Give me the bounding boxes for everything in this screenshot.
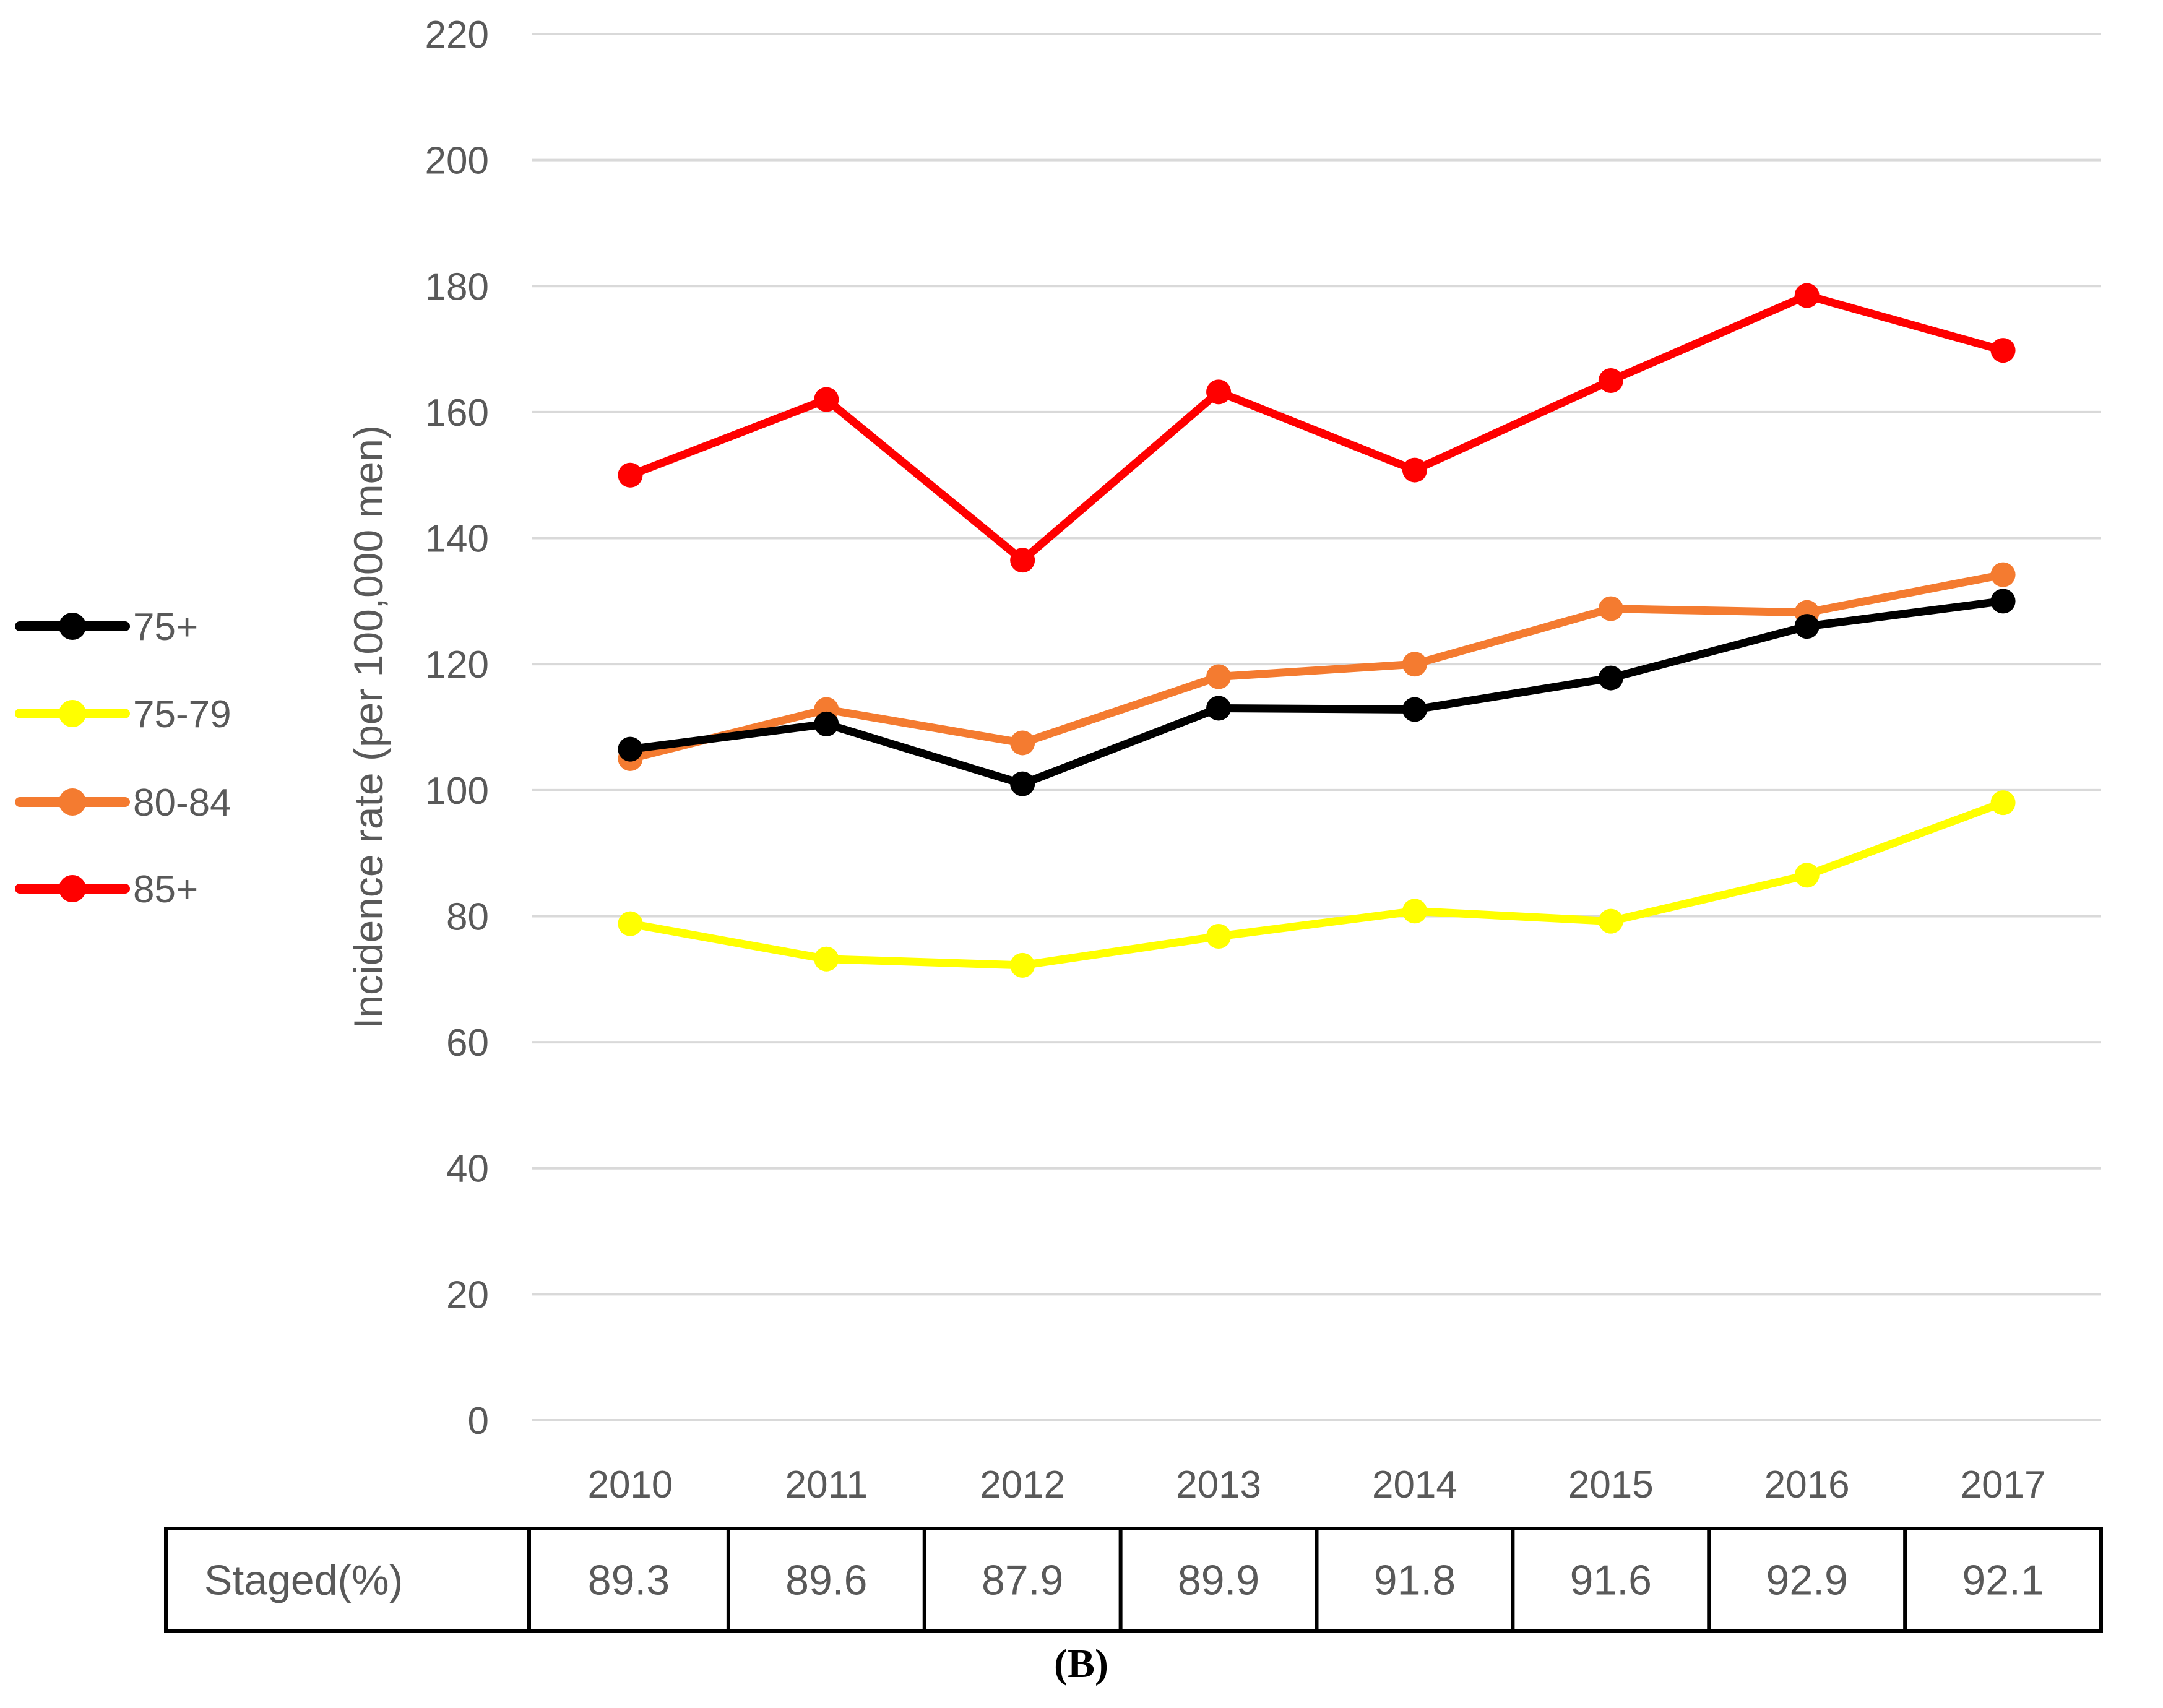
data-point xyxy=(1206,379,1232,405)
x-tick-label: 2014 xyxy=(1372,1464,1457,1506)
x-tick-label: 2012 xyxy=(980,1464,1065,1506)
legend-swatch-marker xyxy=(59,788,86,816)
series-line xyxy=(626,291,2008,564)
legend-label: 75+ xyxy=(133,606,198,649)
series-80-84 xyxy=(618,562,2016,771)
table-row-label: Staged(%) xyxy=(204,1557,403,1604)
data-point xyxy=(1010,771,1035,796)
data-point xyxy=(1402,652,1427,677)
series-75plus xyxy=(618,589,2016,796)
table-border xyxy=(164,1527,2103,1633)
gridlines xyxy=(532,33,2101,1421)
table-cell: 87.9 xyxy=(982,1557,1063,1604)
table-cell: 91.8 xyxy=(1374,1557,1456,1604)
y-tick-label: 200 xyxy=(425,140,489,183)
legend: 75+ 75-79 80-84 85+ xyxy=(15,606,231,911)
data-point xyxy=(1990,562,2016,587)
legend-item: 75+ xyxy=(15,606,198,649)
data-point xyxy=(1010,952,1035,978)
y-tick-label: 80 xyxy=(446,895,489,938)
series-85plus xyxy=(618,283,2016,573)
figure-caption: (B) xyxy=(1054,1641,1108,1686)
x-tick-label: 2015 xyxy=(1568,1464,1654,1506)
data-point xyxy=(1402,899,1427,924)
x-tick-label: 2016 xyxy=(1764,1464,1850,1506)
y-tick-label: 100 xyxy=(425,770,489,813)
data-point xyxy=(1402,457,1427,483)
data-point xyxy=(1598,908,1623,934)
series-75-79 xyxy=(618,790,2016,978)
y-tick-label: 140 xyxy=(425,518,489,561)
data-point xyxy=(1794,614,1820,639)
data-point xyxy=(814,946,839,972)
data-point xyxy=(1598,665,1623,691)
series-line xyxy=(626,798,2008,970)
data-point xyxy=(814,387,839,412)
table-cell: 89.3 xyxy=(588,1557,670,1604)
data-point xyxy=(618,736,643,762)
legend-item: 75-79 xyxy=(15,693,231,736)
legend-swatch-marker xyxy=(59,875,86,902)
y-tick-label: 220 xyxy=(425,14,489,56)
y-tick-label: 160 xyxy=(425,392,489,434)
staged-table: Staged(%) 89.3 89.6 87.9 89.9 91.8 91.6 92.9 92.… xyxy=(164,1527,2103,1633)
data-point xyxy=(814,711,839,736)
x-tick-label: 2017 xyxy=(1961,1464,2046,1506)
x-tick-label: 2010 xyxy=(587,1464,673,1506)
data-point xyxy=(618,462,643,488)
data-point xyxy=(1990,790,2016,816)
data-point xyxy=(1990,338,2016,363)
data-point xyxy=(1010,730,1035,756)
y-tick-label: 0 xyxy=(468,1400,489,1443)
y-tick-label: 20 xyxy=(446,1274,489,1316)
legend-label: 75-79 xyxy=(133,693,231,736)
data-point xyxy=(1206,924,1232,949)
y-axis-label: Incidence rate (per 100,000 men) xyxy=(345,425,391,1029)
legend-swatch-marker xyxy=(59,700,86,727)
data-point xyxy=(1206,696,1232,721)
y-tick-label: 40 xyxy=(446,1148,489,1191)
legend-label: 85+ xyxy=(133,868,198,911)
data-point xyxy=(1402,697,1427,722)
legend-swatch-marker xyxy=(59,613,86,640)
y-axis-ticks: 0 20 40 60 80 100 120 140 160 180 200 220 xyxy=(425,14,489,1443)
data-point xyxy=(1010,548,1035,573)
legend-label: 80-84 xyxy=(133,782,231,824)
table-cell: 89.6 xyxy=(785,1557,867,1604)
table-cell: 91.6 xyxy=(1570,1557,1652,1604)
x-axis-ticks: 2010 2011 2012 2013 2014 2015 2016 2017 xyxy=(587,1464,2045,1506)
x-tick-label: 2011 xyxy=(785,1464,868,1506)
table-cell: 92.1 xyxy=(1962,1557,2044,1604)
data-point xyxy=(1598,596,1623,621)
data-point xyxy=(618,911,643,936)
table-cell: 89.9 xyxy=(1178,1557,1259,1604)
data-point xyxy=(1990,589,2016,614)
y-tick-label: 120 xyxy=(425,644,489,686)
x-tick-label: 2013 xyxy=(1176,1464,1261,1506)
legend-item: 85+ xyxy=(15,868,198,911)
series-line xyxy=(626,597,2008,788)
data-point xyxy=(1794,863,1820,888)
data-point xyxy=(1598,368,1623,393)
data-point xyxy=(1794,283,1820,308)
legend-item: 80-84 xyxy=(15,782,231,824)
table-cell: 92.9 xyxy=(1766,1557,1848,1604)
series-line xyxy=(626,571,2008,763)
data-point xyxy=(1206,664,1232,689)
y-tick-label: 180 xyxy=(425,265,489,308)
series-lines xyxy=(618,283,2016,978)
y-tick-label: 60 xyxy=(446,1022,489,1064)
